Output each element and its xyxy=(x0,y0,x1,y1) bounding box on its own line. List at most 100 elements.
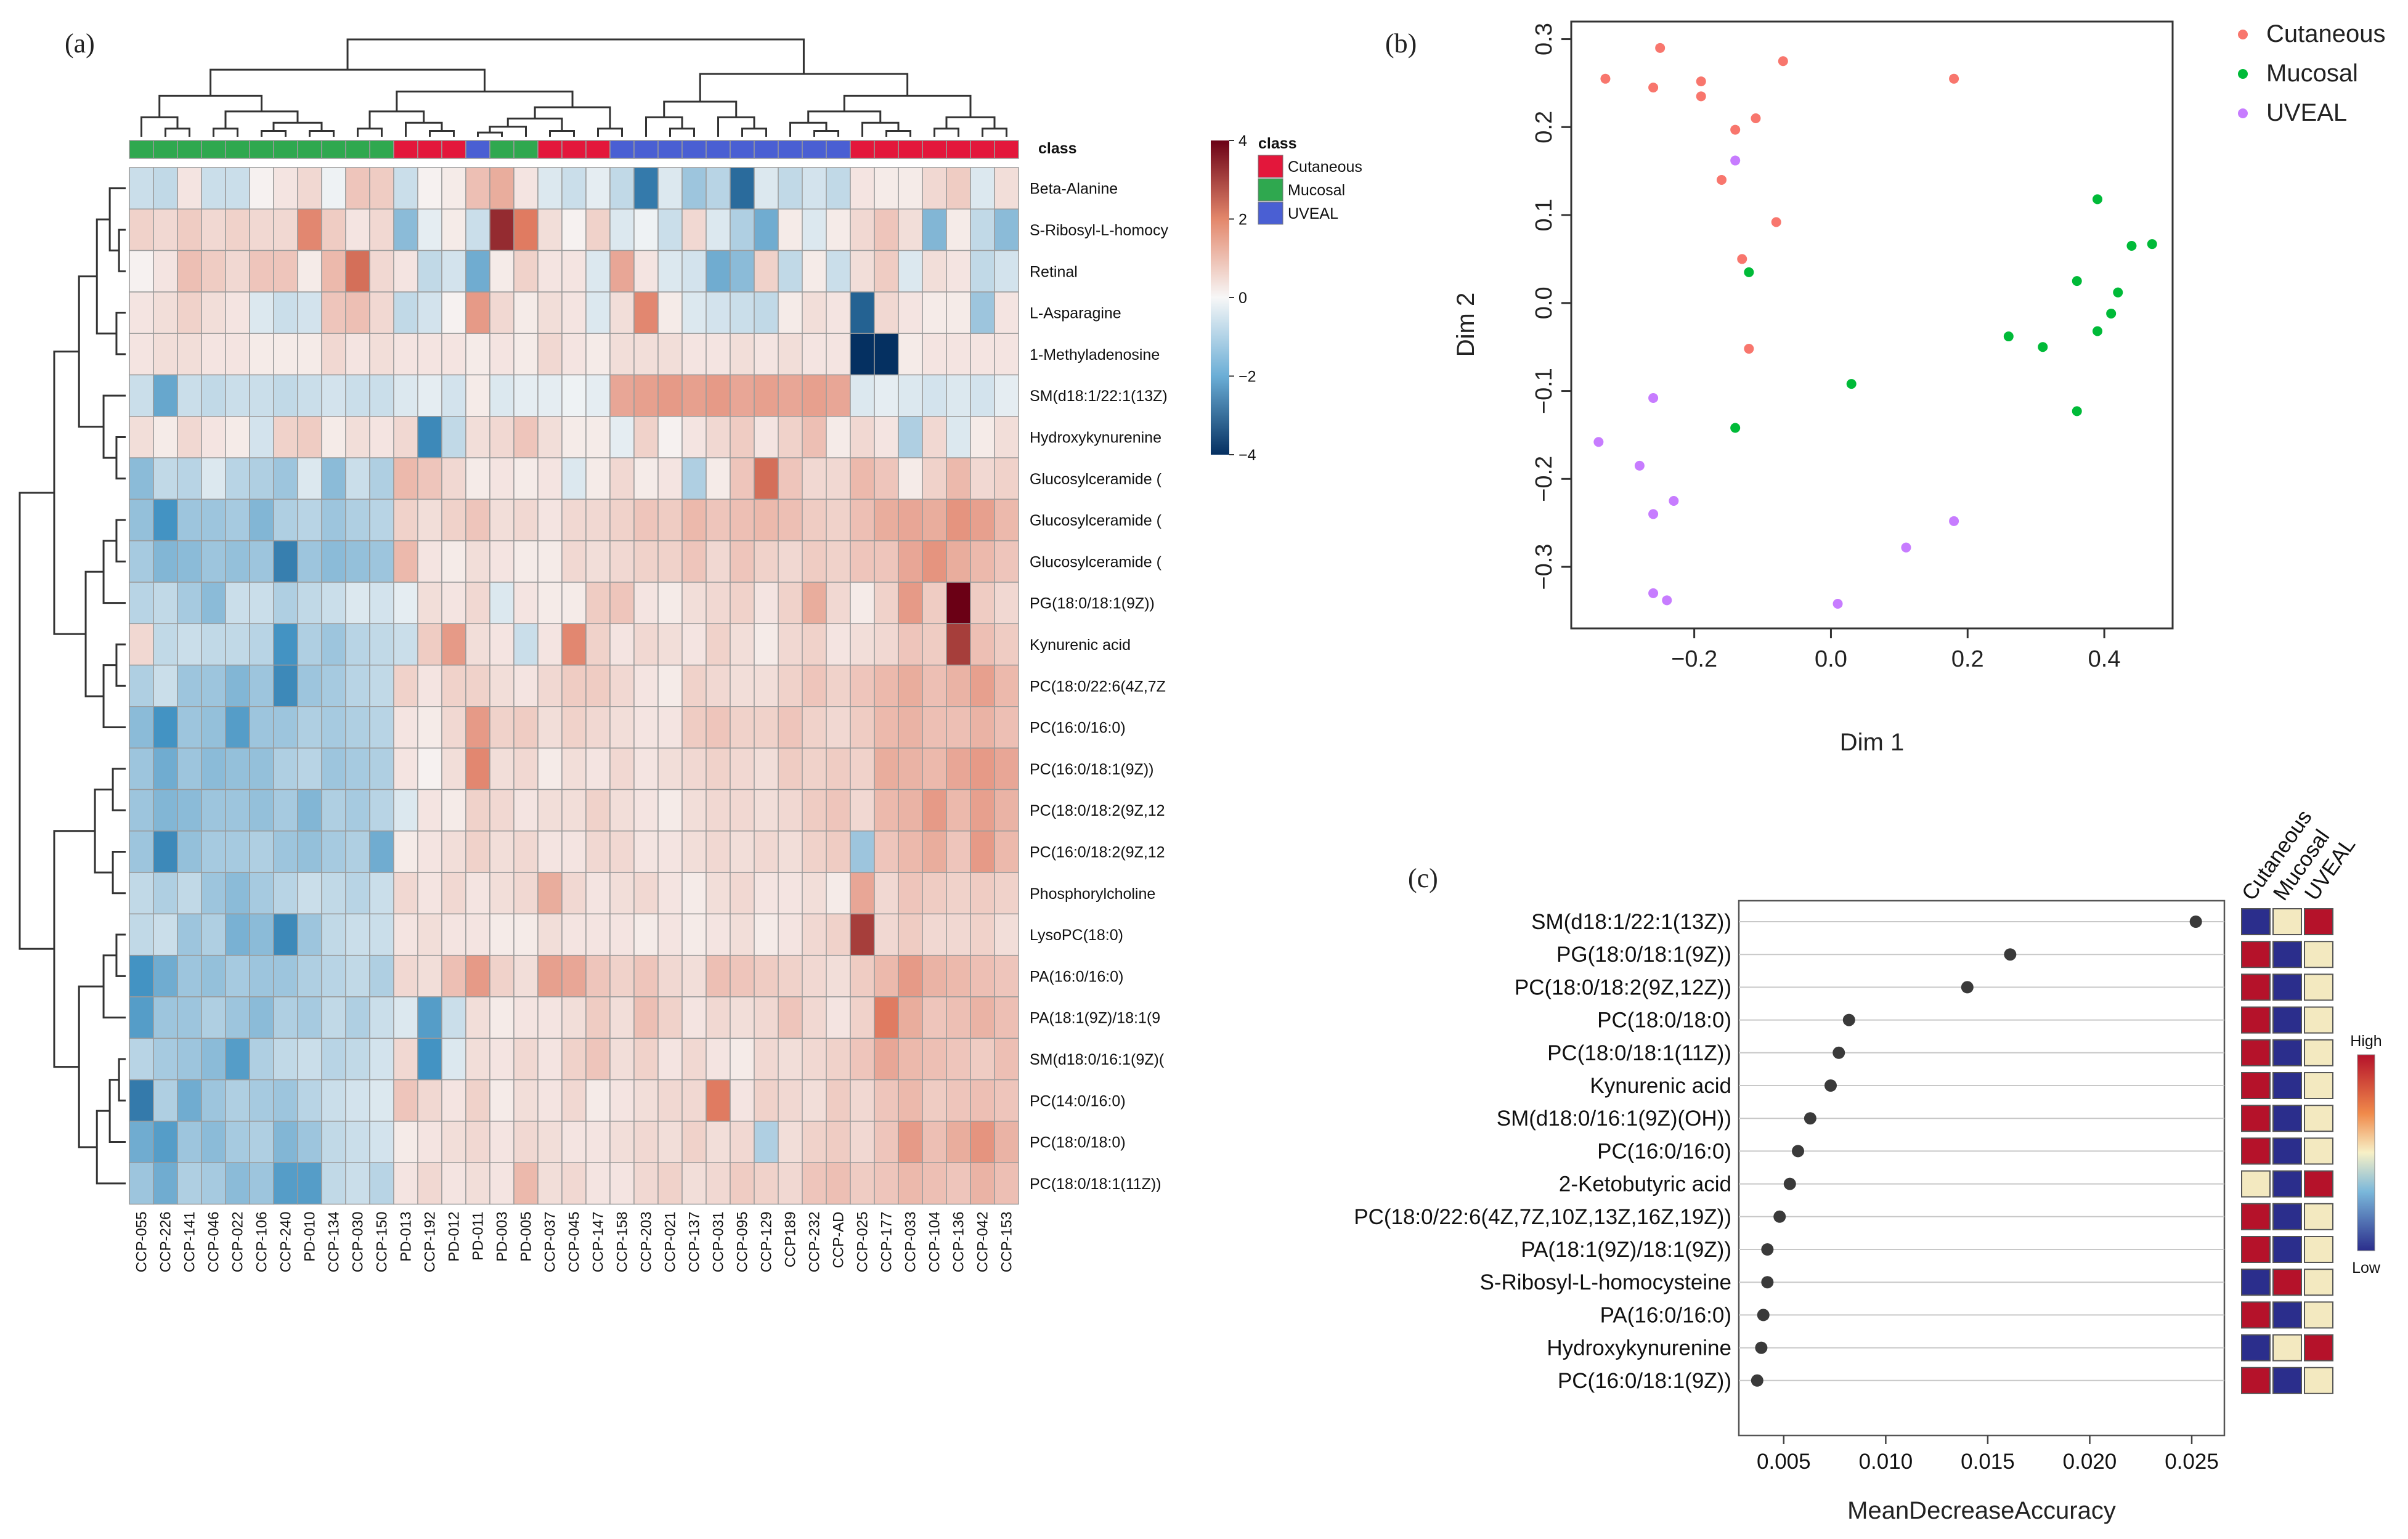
dendrogram-branch xyxy=(118,229,126,272)
heatmap-cell xyxy=(441,291,466,334)
heatmap-cell xyxy=(730,208,755,251)
heatmap-cell xyxy=(970,416,995,458)
heatmap-column-label: CCP-AD xyxy=(831,1212,847,1269)
heatmap-cell xyxy=(946,996,971,1039)
heatmap-cell xyxy=(802,208,827,251)
heatmap-cell xyxy=(441,498,466,542)
importance-x-tick-label: 0.015 xyxy=(1961,1450,2015,1474)
dendrogram-branch xyxy=(807,110,882,123)
heatmap-cell xyxy=(706,457,731,500)
heatmap-cell xyxy=(994,747,1019,790)
heatmap-cell xyxy=(561,498,587,542)
scatter-point-mucosal xyxy=(2093,326,2102,336)
heatmap-cell xyxy=(826,582,851,625)
class-annotation-bar xyxy=(129,140,1019,159)
heatmap-cell xyxy=(754,333,779,376)
heatmap-cell xyxy=(417,167,442,210)
heatmap-cell xyxy=(754,664,779,707)
heatmap-cell xyxy=(946,208,971,251)
heatmap-cell xyxy=(874,374,899,417)
heatmap-cell xyxy=(201,1162,226,1205)
heatmap-cell xyxy=(730,1162,755,1205)
scatter-point-cutaneous xyxy=(1648,83,1659,93)
importance-group-square xyxy=(2304,1366,2333,1394)
heatmap-cell xyxy=(706,789,731,832)
heatmap-cell xyxy=(850,167,875,210)
importance-group-square xyxy=(2241,941,2271,968)
heatmap-cell xyxy=(489,291,515,334)
row-dendrogram xyxy=(18,187,126,1185)
importance-group-square xyxy=(2241,1170,2271,1198)
class-annotation-cell xyxy=(537,140,563,159)
class-legend-title: class xyxy=(1258,135,1297,152)
heatmap-cell xyxy=(826,540,851,583)
heatmap-cell xyxy=(129,913,154,956)
heatmap-cell xyxy=(321,333,346,376)
scatter-y-tick-label: 0.0 xyxy=(1531,286,1557,319)
heatmap-cell xyxy=(249,706,274,749)
class-legend: Cutaneous Mucosal UVEAL xyxy=(1258,155,1362,225)
heatmap-cell xyxy=(489,208,515,251)
heatmap-cell xyxy=(297,498,322,542)
heatmap-cell xyxy=(922,582,947,625)
heatmap-cell xyxy=(802,1121,827,1163)
heatmap-cell xyxy=(465,789,490,832)
heatmap-cell xyxy=(345,416,370,458)
heatmap-cell xyxy=(225,333,250,376)
heatmap-cell xyxy=(898,374,923,417)
class-header: class xyxy=(1038,140,1077,157)
scatter-panel: −0.2 0.0 0.2 0.4 0.3 0.2 0.1 0.0 −0.1 −0.2 −0.3 Di… xyxy=(1452,20,2385,756)
heatmap-cell xyxy=(706,954,731,997)
heatmap-cell xyxy=(874,623,899,666)
dendrogram-branch xyxy=(115,519,126,562)
heatmap-cell xyxy=(201,498,226,542)
class-annotation-cell xyxy=(345,140,370,159)
heatmap-cell xyxy=(273,1079,298,1122)
heatmap-cell xyxy=(826,789,851,832)
heatmap-cell xyxy=(730,457,755,500)
heatmap-cell xyxy=(802,374,827,417)
heatmap-cell xyxy=(922,747,947,790)
heatmap-row-label: LysoPC(18:0) xyxy=(1030,927,1123,944)
heatmap-cell xyxy=(561,540,587,583)
importance-dot xyxy=(1773,1210,1786,1223)
heatmap-cell xyxy=(850,996,875,1039)
heatmap-cell xyxy=(778,374,803,417)
heatmap-cell xyxy=(537,250,563,293)
heatmap-cell xyxy=(585,996,611,1039)
heatmap-cell xyxy=(681,374,707,417)
heatmap-cell xyxy=(994,333,1019,376)
heatmap-cell xyxy=(129,498,154,542)
heatmap-row-label: Hydroxykynurenine xyxy=(1030,429,1161,446)
scatter-x-tick-label: 0.4 xyxy=(2088,646,2121,672)
heatmap-cell xyxy=(393,1162,418,1205)
heatmap-cell xyxy=(561,747,587,790)
heatmap-cell xyxy=(177,954,202,997)
heatmap-cell xyxy=(946,374,971,417)
heatmap-cell xyxy=(778,1079,803,1122)
class-legend-swatch xyxy=(1258,178,1283,201)
scatter-point-uveal xyxy=(1730,155,1741,166)
heatmap-cell xyxy=(369,333,394,376)
heatmap-cell xyxy=(633,1079,659,1122)
dendrogram-branch xyxy=(272,121,323,131)
importance-group-square xyxy=(2241,1039,2271,1066)
importance-feature-label: PC(18:0/18:0) xyxy=(1597,1009,1731,1033)
heatmap-cell xyxy=(922,872,947,915)
heatmap-cell xyxy=(273,208,298,251)
importance-dot xyxy=(1755,1341,1768,1354)
heatmap-cell xyxy=(393,540,418,583)
heatmap-row-label: SM(d18:1/22:1(13Z) xyxy=(1030,388,1168,405)
scatter-point-mucosal xyxy=(1846,379,1857,389)
heatmap-cell xyxy=(201,333,226,376)
scatter-axes: −0.2 0.0 0.2 0.4 0.3 0.2 0.1 0.0 −0.1 −0.2 −0.3 xyxy=(1531,23,2121,672)
heatmap-cell xyxy=(129,996,154,1039)
heatmap-cell xyxy=(970,872,995,915)
panel-label-c: (c) xyxy=(1408,863,1438,893)
heatmap-cell xyxy=(898,954,923,997)
heatmap-cell xyxy=(537,1162,563,1205)
heatmap-cell xyxy=(297,582,322,625)
heatmap-cell xyxy=(585,374,611,417)
heatmap-cell xyxy=(369,623,394,666)
heatmap-cell xyxy=(730,250,755,293)
